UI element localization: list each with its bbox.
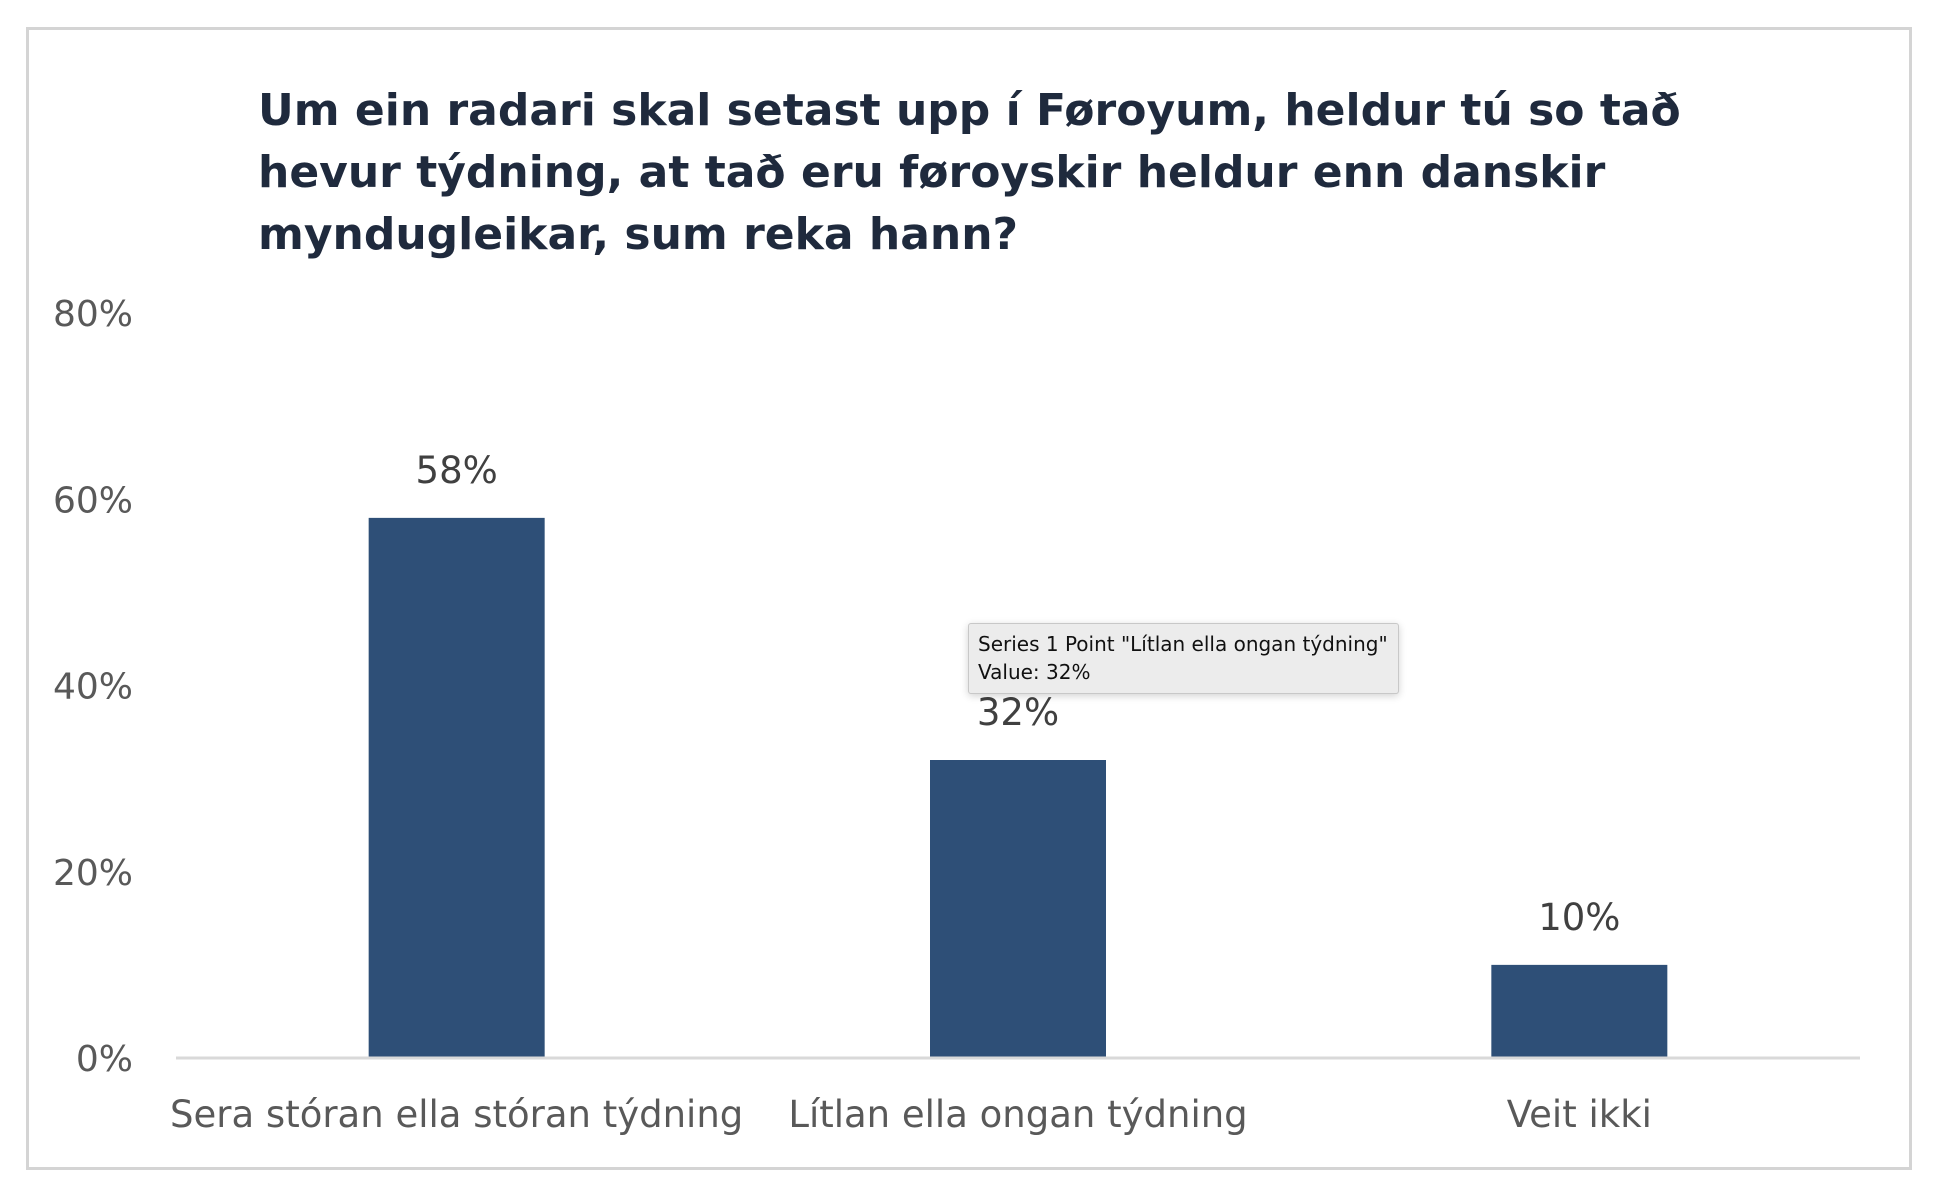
y-tick-label: 40% — [53, 667, 133, 708]
bars — [368, 517, 1668, 1058]
y-tick-label: 60% — [53, 480, 133, 521]
tooltip-point-line: Series 1 Point "Lítlan ella ongan týdnin… — [978, 632, 1388, 656]
bar[interactable] — [930, 760, 1106, 1058]
x-category-label: Lítlan ella ongan týdning — [788, 1093, 1247, 1136]
bar[interactable] — [1491, 964, 1668, 1058]
y-tick-label: 20% — [53, 853, 133, 894]
y-tick-label: 80% — [53, 294, 133, 335]
bar-data-label: 58% — [416, 449, 498, 492]
x-category-label: Veit ikki — [1507, 1093, 1652, 1136]
y-axis-ticks: 0% 20% 40% 60% 80% — [53, 294, 133, 1080]
chart-title: Um ein radari skal setast upp í Føroyum,… — [258, 85, 1681, 260]
y-tick-label: 0% — [76, 1039, 133, 1080]
bar-data-label: 10% — [1538, 896, 1620, 939]
x-axis-category-labels: Sera stóran ella stóran týdning Lítlan el… — [170, 1093, 1652, 1136]
tooltip-value-line: Value: 32% — [978, 660, 1091, 684]
bar[interactable] — [368, 517, 545, 1058]
data-labels: 58% 32% 10% — [416, 449, 1621, 939]
bar-data-label: 32% — [977, 691, 1059, 734]
x-category-label: Sera stóran ella stóran týdning — [170, 1093, 743, 1136]
chart-tooltip: Series 1 Point "Lítlan ella ongan týdnin… — [968, 623, 1399, 694]
